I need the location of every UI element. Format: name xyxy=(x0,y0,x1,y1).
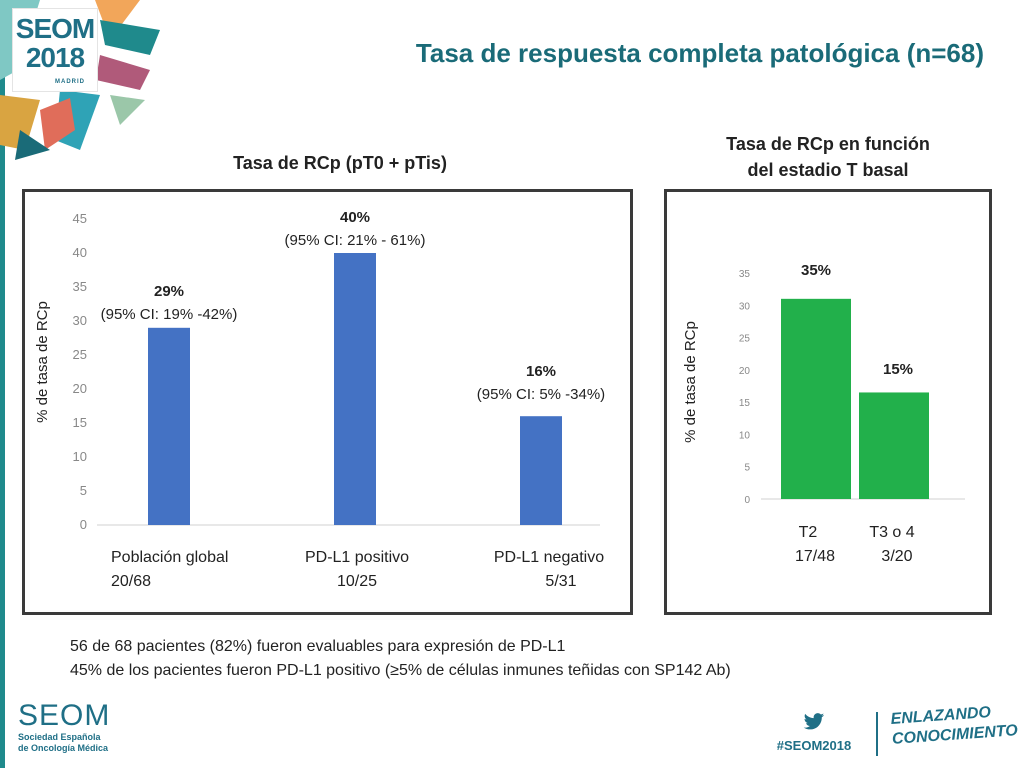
note-evaluable: 56 de 68 pacientes (82%) fueron evaluabl… xyxy=(70,638,566,655)
chart-1-y-tick-8: 40 xyxy=(73,245,87,260)
chart-2-y-tick-6: 30 xyxy=(739,301,751,312)
chart-1-y-tick-5: 25 xyxy=(73,347,87,362)
chart-2-title-line-2: del estadio T basal xyxy=(747,160,909,180)
chart-2-bar-0-value: 35% xyxy=(801,262,831,279)
seom-footer-sub-1: Sociedad Española xyxy=(18,732,101,742)
chart-1-y-axis-label: % de tasa de RCp xyxy=(34,301,51,423)
page-title: Tasa de respuesta completa patológica (n… xyxy=(415,38,984,68)
chart-1-bar-1-ci: (95% CI: 21% - 61%) xyxy=(285,232,426,249)
chart-2-category-0-count: 17/48 xyxy=(795,548,835,565)
footer-divider xyxy=(876,712,878,756)
chart-2: 0 5 10 15 20 25 30 35 % de tasa de RCp 35% T2 17/48… xyxy=(682,262,965,565)
chart-2-y-tick-5: 25 xyxy=(739,334,751,345)
chart-2-title-line-1: Tasa de RCp en función xyxy=(726,134,930,154)
chart-1-y-tick-3: 15 xyxy=(73,415,87,430)
chart-2-panel: 0 5 10 15 20 25 30 35 % de tasa de RCp 35% T2 17/48… xyxy=(664,189,992,615)
chart-1-bar-1 xyxy=(334,253,376,525)
chart-1-y-tick-7: 35 xyxy=(73,279,87,294)
chart-2-category-1: T3 o 4 xyxy=(869,524,914,541)
chart-2-y-tick-3: 15 xyxy=(739,398,751,409)
chart-2-title: Tasa de RCp en función del estadio T bas… xyxy=(690,131,966,183)
chart-1-category-1-count: 10/25 xyxy=(337,573,377,590)
chart-2-bar-1-value: 15% xyxy=(883,361,913,378)
chart-1-bar-2-value: 16% xyxy=(526,363,556,380)
chart-2-y-tick-1: 5 xyxy=(744,463,750,474)
chart-1-y-tick-1: 5 xyxy=(80,483,87,498)
chart-2-y-tick-7: 35 xyxy=(739,269,751,280)
chart-1-panel: 0 5 10 15 20 25 30 35 40 45 % de tasa de RCp 29% (95… xyxy=(22,189,633,615)
twitter-bird-icon xyxy=(803,713,825,730)
chart-2-y-axis-label: % de tasa de RCp xyxy=(682,321,699,443)
left-accent-bar xyxy=(0,0,5,768)
chart-1-y-tick-9: 45 xyxy=(73,211,87,226)
seom-footer-sub-2: de Oncología Médica xyxy=(18,743,109,753)
logo-city: MADRID xyxy=(55,79,85,85)
note-pdl1-positive: 45% de los pacientes fueron PD-L1 positi… xyxy=(70,662,731,679)
chart-1-bar-2 xyxy=(520,416,562,525)
chart-2-y-tick-0: 0 xyxy=(744,495,750,506)
seom-footer-name: SEOM xyxy=(18,699,111,732)
chart-2-y-tick-4: 20 xyxy=(739,366,751,377)
chart-1-y-tick-2: 10 xyxy=(73,449,87,464)
logo-name: SEOM xyxy=(15,13,95,44)
chart-1-category-0: Población global xyxy=(111,549,228,566)
chart-1-bar-0-value: 29% xyxy=(154,283,184,300)
chart-1-bar-2-ci: (95% CI: 5% -34%) xyxy=(477,386,605,403)
slogan: ENLAZANDO CONOCIMIENTO xyxy=(890,701,1018,749)
chart-1-bar-0 xyxy=(148,327,190,525)
logo-year: 2018 xyxy=(25,42,85,73)
chart-1-y-tick-0: 0 xyxy=(80,517,87,532)
chart-2-y-tick-2: 10 xyxy=(739,430,751,441)
seom-2018-logo: SEOM 2018 MADRID xyxy=(12,8,98,92)
chart-1-category-2-count: 5/31 xyxy=(545,573,576,590)
chart-2-category-1-count: 3/20 xyxy=(881,548,912,565)
chart-1-y-tick-4: 20 xyxy=(73,381,87,396)
chart-1-category-0-count: 20/68 xyxy=(111,573,151,590)
chart-2-bar-0 xyxy=(781,298,851,499)
chart-1-bar-1-value: 40% xyxy=(340,209,370,226)
chart-2-bar-1 xyxy=(859,392,929,499)
chart-2-category-0: T2 xyxy=(799,524,818,541)
chart-1-category-2: PD-L1 negativo xyxy=(494,549,604,566)
chart-1: 0 5 10 15 20 25 30 35 40 45 % de tasa de RCp 29% (95… xyxy=(34,209,605,590)
hashtag: #SEOM2018 xyxy=(776,738,852,753)
chart-1-title: Tasa de RCp (pT0 + pTis) xyxy=(233,153,447,173)
chart-1-y-tick-6: 30 xyxy=(73,313,87,328)
chart-1-bar-0-ci: (95% CI: 19% -42%) xyxy=(101,306,238,323)
seom-footer-logo: SEOM Sociedad Española de Oncología Médi… xyxy=(18,700,118,756)
chart-1-category-1: PD-L1 positivo xyxy=(305,549,409,566)
